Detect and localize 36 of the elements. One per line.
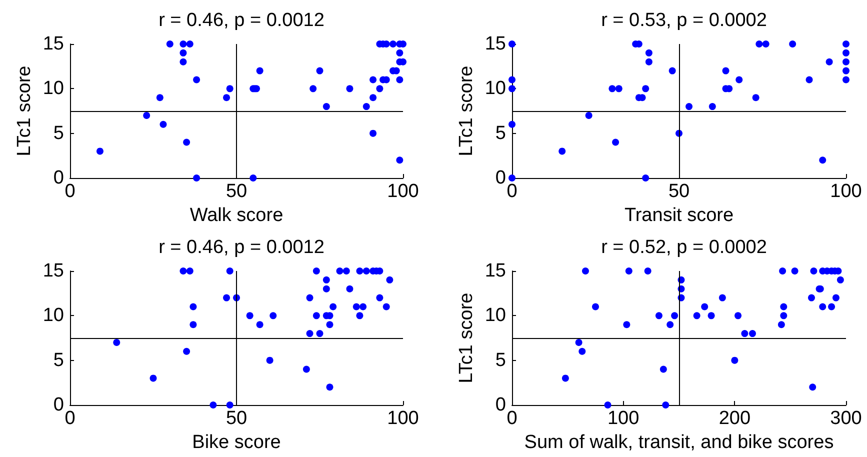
chart-title: r = 0.46, p = 0.0012 <box>158 237 324 258</box>
x-tick-label: 200 <box>718 408 751 429</box>
x-tick-label: 50 <box>668 181 690 202</box>
y-tick-label: 15 <box>484 34 506 54</box>
x-tick-label: 50 <box>226 408 248 429</box>
y-tick-label: 15 <box>42 34 64 54</box>
y-tick-label: 15 <box>484 260 506 282</box>
y-axis-title: LTc1 score <box>456 292 477 384</box>
y-tick-label: 0 <box>53 394 64 416</box>
x-tick-label: 300 <box>830 408 862 429</box>
y-tick-label: 5 <box>53 122 64 144</box>
x-tick-label: 100 <box>387 408 419 429</box>
y-tick-label: 10 <box>42 305 64 326</box>
y-tick-label: 10 <box>484 78 506 100</box>
y-tick-label: 0 <box>53 168 64 188</box>
y-axis-title: LTc1 score <box>456 66 477 156</box>
chart-title: r = 0.52, p = 0.0002 <box>601 237 767 258</box>
y-tick-label: 10 <box>484 305 506 326</box>
x-tick-label: 100 <box>607 408 640 429</box>
y-tick-label: 5 <box>495 122 506 144</box>
chart-title: r = 0.46, p = 0.0012 <box>158 10 324 31</box>
y-tick-label: 5 <box>53 350 64 371</box>
y-tick-label: 5 <box>495 350 506 371</box>
y-tick-label: 15 <box>42 260 64 282</box>
x-tick-label: 100 <box>830 181 862 202</box>
y-tick-label: 0 <box>495 394 506 416</box>
y-tick-label: 0 <box>495 168 506 188</box>
chart-title: r = 0.53, p = 0.0002 <box>601 10 767 31</box>
x-axis-title: Transit score <box>624 205 734 226</box>
y-tick-label: 10 <box>42 78 64 100</box>
x-axis-title: Sum of walk, transit, and bike scores <box>524 432 834 453</box>
y-axis-title: LTc1 score <box>14 66 35 156</box>
x-tick-label: 100 <box>387 181 419 202</box>
x-axis-title: Walk score <box>190 205 284 226</box>
x-axis-title: Bike score <box>192 432 281 453</box>
x-tick-label: 50 <box>226 181 248 202</box>
